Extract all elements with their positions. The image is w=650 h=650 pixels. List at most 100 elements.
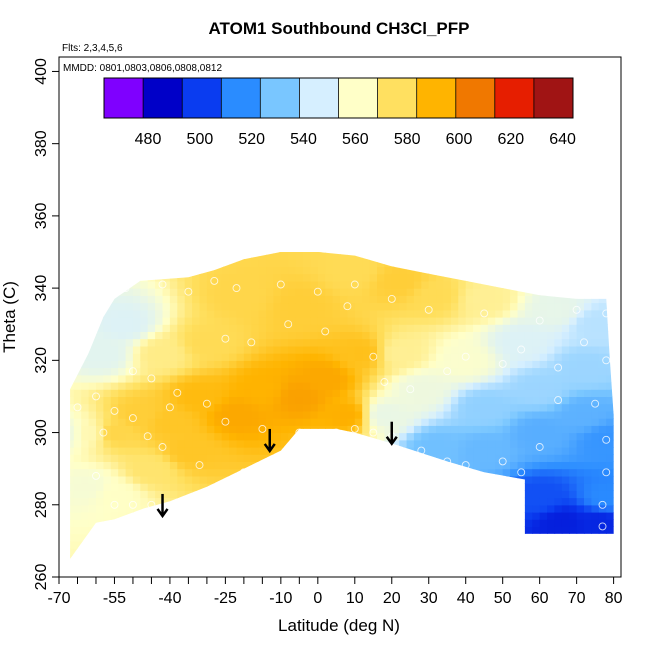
heat-cell [524,461,533,470]
heat-cell [340,519,348,527]
heat-cell [458,345,467,354]
heat-cell [177,533,186,542]
heat-cell [547,345,556,354]
heat-cell [162,324,171,332]
heat-cell [510,266,519,275]
heatmap-field [70,252,614,571]
heat-cell [96,403,104,412]
heat-cell [310,353,319,361]
x-tick-label: 10 [346,590,364,607]
heat-cell [547,425,556,434]
heat-cell [103,432,112,441]
heat-cell [258,324,267,332]
heat-cell [443,504,452,513]
heat-cell [325,555,334,559]
heat-cell [169,418,178,426]
heat-cell [184,252,193,253]
heat-cell [118,266,127,275]
heat-cell [354,548,363,556]
heat-cell [243,288,252,296]
heat-cell [317,439,326,448]
heat-cell [347,461,356,470]
heat-cell [436,252,445,253]
heat-cell [70,309,75,318]
heat-cell [473,403,482,412]
colorbar-block [455,78,496,118]
heat-cell [206,533,215,542]
heat-cell [88,418,97,426]
heat-cell [584,439,592,448]
heat-cell [244,563,252,571]
heat-cell [280,374,289,383]
heat-cell [584,533,592,542]
heat-cell [288,548,297,556]
heat-cell [303,389,311,397]
heat-cell [132,475,141,484]
heat-cell [428,432,437,441]
heat-cell [340,548,348,556]
heat-cell [229,309,238,318]
heat-cell [251,497,260,506]
heat-cell [539,345,548,354]
heat-cell [391,345,400,354]
heat-cell [591,555,600,559]
heat-cell [199,403,208,412]
heat-cell [118,432,127,441]
heat-cell [377,302,385,311]
heat-cell [436,475,445,484]
heat-cell [576,540,585,549]
heat-cell [598,490,607,499]
heat-cell [576,288,585,296]
heat-cell [332,555,341,559]
heat-cell [450,533,459,542]
heat-cell [170,563,178,571]
heat-cell [236,418,245,426]
heat-cell [347,439,356,448]
heat-cell [517,497,526,506]
heat-cell [369,533,378,542]
heat-cell [258,533,267,542]
heat-cell [303,447,311,455]
heat-cell [162,548,171,556]
heat-cell [110,540,119,549]
heat-cell [391,374,400,383]
heat-cell [251,374,260,383]
heat-cell [288,563,296,571]
heat-cell [317,302,326,311]
heat-cell [177,461,186,470]
sample-marker [598,522,607,531]
heat-cell [280,548,289,556]
sample-marker [602,468,611,477]
heat-cell [310,447,319,455]
heat-cell [443,447,452,455]
heat-cell [547,439,556,448]
heat-cell [103,439,112,448]
heat-cell [169,374,178,383]
heat-cell [266,475,275,484]
heat-cell [70,454,75,462]
heat-cell [81,317,90,325]
heat-cell [561,555,570,559]
heat-cell [340,360,348,369]
heat-cell [177,512,186,520]
heat-cell [443,280,452,289]
heat-cell [325,483,334,491]
heat-cell [539,367,548,376]
heat-cell [384,252,393,260]
heat-cell [347,324,356,332]
heat-cell [118,360,127,369]
heat-cell [591,483,600,491]
heat-cell [132,483,141,491]
heat-cell [584,338,592,347]
heat-cell [539,526,548,535]
heat-cell [243,533,252,542]
heat-cell [236,288,245,296]
heat-cell [88,432,97,441]
heat-cell [406,266,415,275]
heat-cell [584,490,592,499]
heat-cell [288,259,297,267]
heat-cell [391,389,400,397]
heat-cell [148,563,156,571]
heat-cell [229,252,238,253]
heat-cell [547,468,556,477]
